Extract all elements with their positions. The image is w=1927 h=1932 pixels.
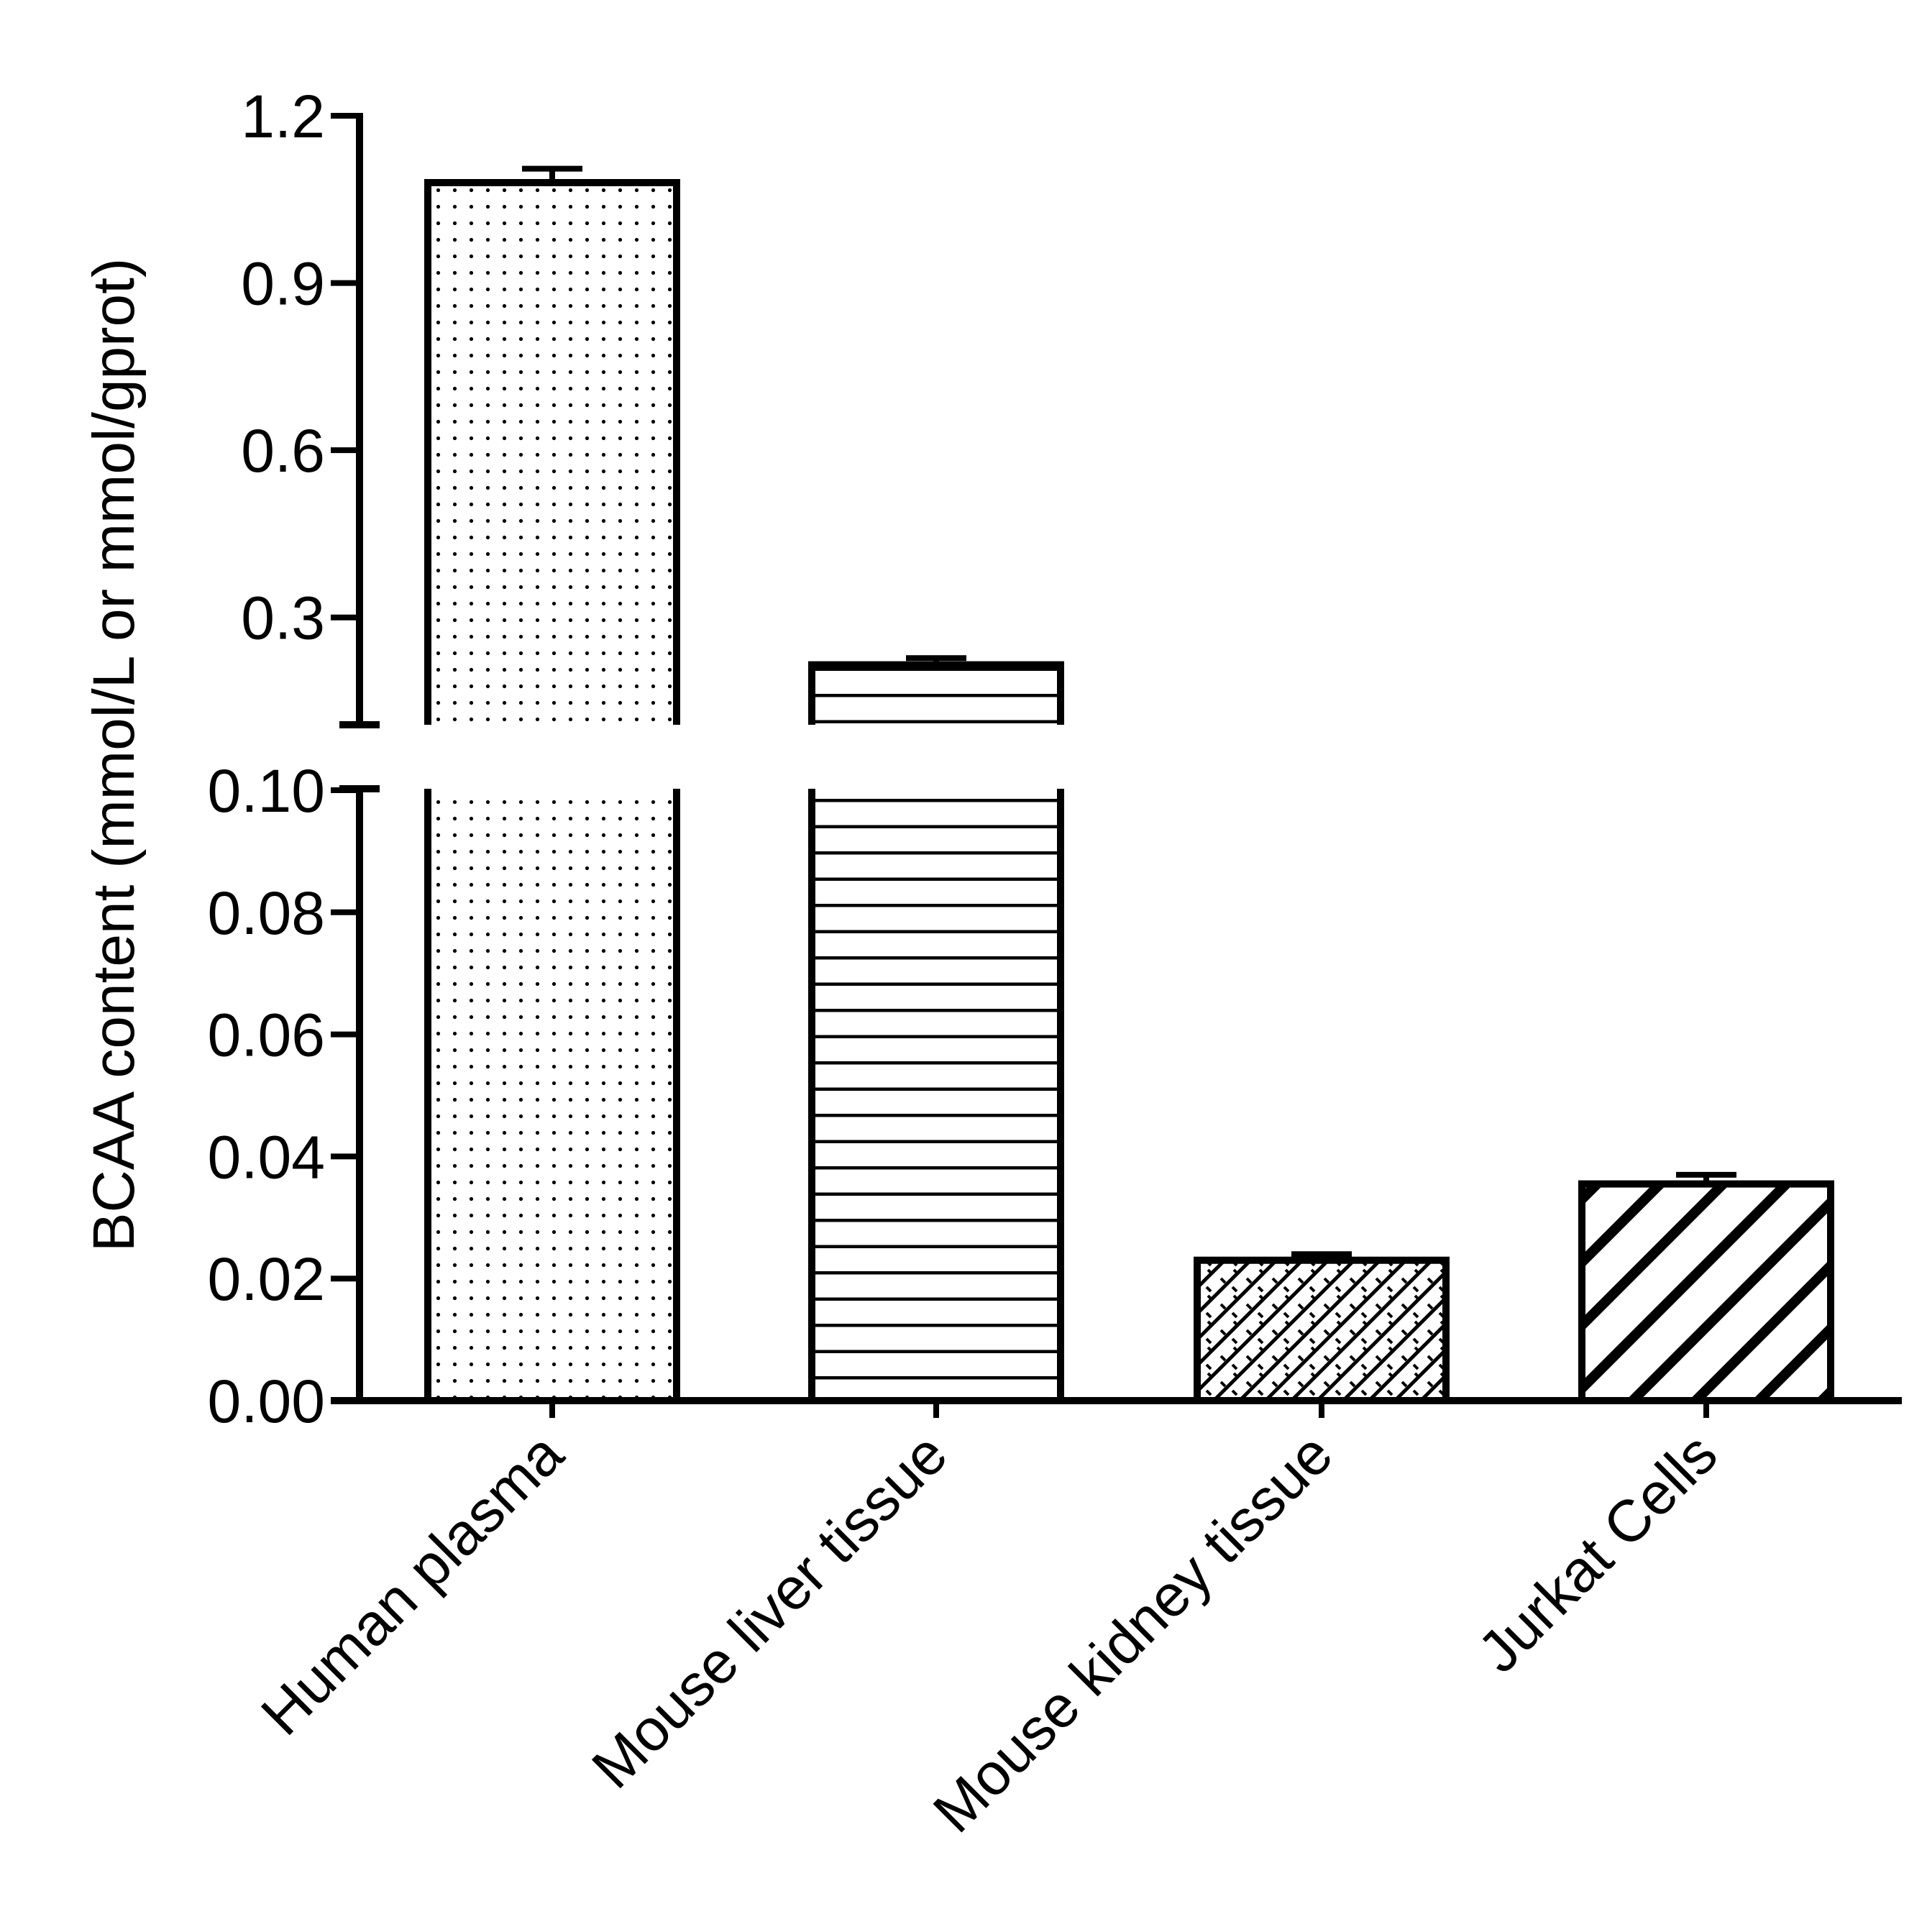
y-tick-label-lower-4: 0.08 (208, 879, 326, 947)
y-tick-label-upper-3: 1.2 (241, 83, 325, 150)
y-tick-label-lower-2: 0.04 (208, 1123, 326, 1191)
bar-outline-upper-0 (424, 179, 680, 725)
bar-outline-lower-0 (424, 789, 680, 1401)
y-tick-label-lower-1: 0.02 (208, 1245, 326, 1313)
x-tick-label-1: Mouse liver tissue (580, 1421, 959, 1800)
bar-outline-lower-1 (808, 789, 1064, 1401)
bar-upper-0 (428, 183, 677, 725)
bar-group-0 (424, 165, 680, 1401)
bar-3 (1578, 1180, 1834, 1404)
x-tick-label-2: Mouse kidney tissue (921, 1421, 1345, 1845)
bar-2 (1194, 1256, 1450, 1404)
y-tick-label-lower-0: 0.00 (208, 1368, 326, 1435)
y-tick-label-upper-0: 0.3 (241, 585, 325, 652)
x-tick-label-0: Human plasma (249, 1421, 576, 1748)
y-tick-label-lower-3: 0.06 (208, 1002, 326, 1069)
axes-layer (331, 113, 1902, 1418)
bar-group-2 (1194, 1251, 1450, 1404)
bar-group-3 (1578, 1171, 1834, 1404)
bar-lower-1 (812, 789, 1061, 1401)
bar-outline-upper-1 (808, 661, 1064, 725)
bar-group-1 (808, 655, 1064, 1401)
y-tick-label-lower-5: 0.10 (208, 757, 326, 825)
bar-upper-1 (812, 664, 1061, 725)
bar-lower-0 (428, 789, 677, 1401)
y-axis-title: BCAA content (mmol/L or mmol/gprot) (81, 258, 147, 1252)
bars-layer (424, 165, 1834, 1404)
x-tick-label-3: Jurkat Cells (1465, 1421, 1729, 1685)
y-tick-label-upper-1: 0.6 (241, 417, 325, 485)
y-tick-label-upper-2: 0.9 (241, 250, 325, 318)
